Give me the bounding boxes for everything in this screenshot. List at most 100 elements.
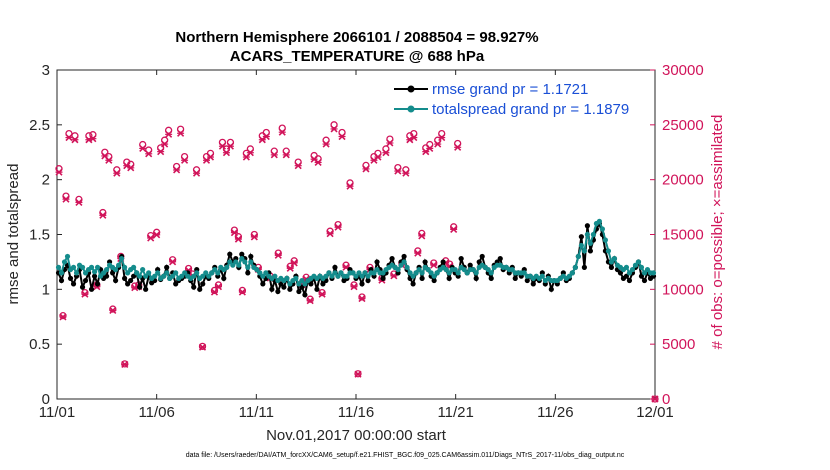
- chart-title-line2: ACARS_TEMPERATURE @ 688 hPa: [230, 48, 485, 65]
- spread-point: [407, 270, 413, 276]
- spread-point: [326, 270, 332, 276]
- rmse-point: [479, 253, 485, 260]
- spread-point: [335, 273, 341, 279]
- obs-assimilated-point: [330, 125, 338, 133]
- rmse-point: [578, 234, 584, 240]
- rmse-point: [91, 273, 98, 279]
- spread-point: [227, 259, 233, 265]
- spread-point: [119, 256, 125, 262]
- spread-point: [203, 270, 209, 276]
- data-file-note: data file: /Users/raeder/DAI/ATM_forcXX/…: [186, 452, 625, 459]
- spread-point: [488, 270, 494, 276]
- obs-possible-point: [350, 281, 358, 289]
- rmse-point: [221, 275, 227, 281]
- spread-point: [509, 266, 515, 273]
- y-right-tick-label: 10000: [662, 281, 704, 298]
- obs-assimilated-point: [418, 232, 426, 240]
- y-right-tick-label: 5000: [662, 336, 695, 353]
- spread-point: [323, 273, 329, 279]
- obs-assimilated-point: [274, 251, 282, 259]
- obs-assimilated-point: [173, 166, 181, 174]
- spread-point: [122, 264, 128, 270]
- rmse-point: [164, 264, 170, 270]
- obs-possible-point: [59, 312, 67, 320]
- y-right-tick-label: 15000: [662, 227, 704, 244]
- obs-assimilated-point: [169, 258, 177, 266]
- y-left-tick-label: 0: [42, 391, 50, 408]
- spread-point: [61, 259, 68, 265]
- rmse-point: [467, 262, 473, 268]
- spread-point: [359, 273, 365, 279]
- spread-point: [566, 273, 572, 279]
- obs-assimilated-point: [426, 144, 434, 152]
- obs-possible-point: [109, 305, 117, 313]
- obs-assimilated-point: [430, 261, 438, 269]
- rmse-point: [239, 251, 245, 257]
- obs-assimilated-point: [75, 198, 83, 206]
- rmse-point: [125, 281, 131, 287]
- obs-assimilated-point: [139, 144, 147, 152]
- spread-point: [401, 259, 407, 265]
- rmse-point: [587, 248, 593, 254]
- x-tick-label: 11/01: [39, 404, 75, 421]
- obs-assimilated-point: [177, 129, 185, 137]
- spread-point: [584, 231, 590, 238]
- spread-point: [404, 264, 410, 270]
- y-axis-left: 0 0.5 1 1.5 2 2.5 3: [29, 62, 62, 408]
- spread-point: [353, 273, 359, 279]
- obs-assimilated-point: [234, 235, 242, 243]
- spread-point: [55, 264, 62, 270]
- y-right-tick-label: 20000: [662, 172, 704, 189]
- x-tick-label: 12/01: [636, 404, 674, 421]
- spread-point: [629, 266, 636, 273]
- spread-point: [605, 248, 612, 254]
- rmse-point: [401, 253, 407, 260]
- obs-assimilated-point: [410, 134, 418, 142]
- rmse-point: [200, 281, 206, 287]
- spread-point: [293, 275, 299, 281]
- x-tick-label: 11/16: [338, 404, 374, 421]
- spread-point: [236, 262, 242, 268]
- rmse-point: [581, 264, 587, 270]
- obs-assimilated-point: [278, 128, 286, 136]
- obs-assimilated-point: [454, 143, 462, 151]
- spread-point: [344, 273, 350, 279]
- y-left-tick-label: 3: [42, 62, 50, 79]
- rmse-point: [419, 275, 425, 281]
- obs-assimilated-point: [350, 283, 358, 291]
- spread-point: [602, 237, 609, 243]
- rmse-point: [617, 270, 624, 276]
- rmse-point: [281, 284, 287, 290]
- rmse-point: [389, 256, 395, 262]
- rmse-point: [245, 270, 251, 276]
- spread-point: [578, 242, 584, 249]
- y-axis-right: 0 5000 10000 15000 20000 25000 30000: [650, 62, 704, 408]
- spread-point: [97, 273, 104, 279]
- spread-point: [350, 270, 356, 276]
- rmse-point: [109, 270, 116, 276]
- obs-assimilated-point: [326, 230, 334, 238]
- y-axis-left-label: rmse and totalspread: [5, 164, 22, 305]
- spread-point: [395, 266, 401, 273]
- spread-point: [650, 270, 657, 276]
- plot-area: [56, 69, 656, 400]
- x-tick-label: 11/26: [537, 404, 573, 421]
- spread-point: [296, 281, 302, 287]
- obs-assimilated-point: [382, 149, 390, 157]
- spread-point: [485, 266, 491, 273]
- rmse-point: [299, 284, 305, 290]
- obs-possible-point: [81, 288, 89, 297]
- spread-point: [590, 231, 596, 238]
- rmse-point: [260, 281, 266, 287]
- spread-series: [55, 218, 657, 287]
- spread-point: [155, 270, 161, 276]
- rmse-point: [524, 277, 530, 284]
- spread-point: [284, 275, 290, 281]
- rmse-point: [584, 223, 590, 229]
- obs-assimilated-point: [121, 360, 129, 368]
- spread-point: [302, 281, 308, 287]
- spread-point: [473, 270, 479, 276]
- spread-point: [94, 264, 101, 270]
- spread-point: [116, 262, 122, 268]
- rmse-point: [365, 277, 371, 284]
